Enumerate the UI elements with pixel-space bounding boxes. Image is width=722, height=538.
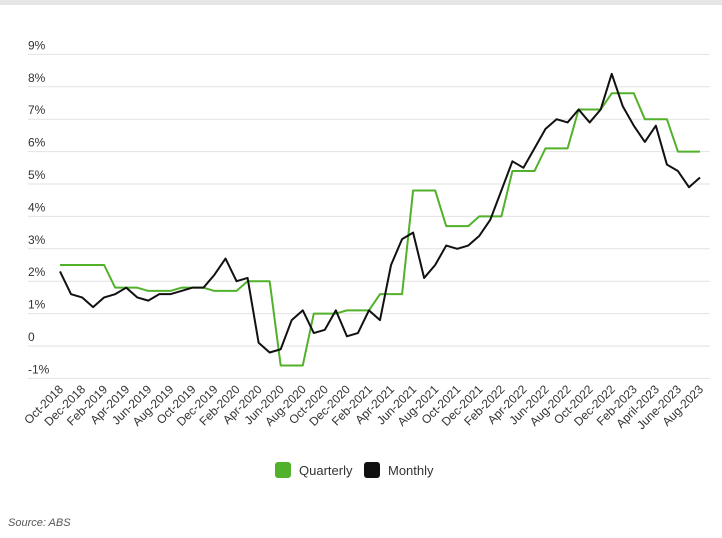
y-tick-label: 7% xyxy=(28,103,46,117)
source: Source: ABS xyxy=(8,517,71,529)
y-tick-label: 6% xyxy=(28,136,46,150)
y-tick-label: 1% xyxy=(28,298,46,312)
y-tick-label: 4% xyxy=(28,200,46,214)
y-tick-label: 5% xyxy=(28,168,46,182)
y-tick-label: 9% xyxy=(28,38,46,52)
y-tick-label: 2% xyxy=(28,265,46,279)
y-tick-label: -1% xyxy=(28,362,50,376)
legend-swatch xyxy=(275,462,291,478)
series-line xyxy=(60,92,700,367)
series-line xyxy=(59,72,701,354)
top-bar xyxy=(0,0,722,5)
y-tick-label: 8% xyxy=(28,71,46,85)
y-tick-label: 0 xyxy=(28,330,35,344)
legend-label: Monthly xyxy=(388,463,434,478)
y-tick-label: 3% xyxy=(28,233,46,247)
legend-label: Quarterly xyxy=(299,463,353,478)
legend-swatch xyxy=(364,462,380,478)
